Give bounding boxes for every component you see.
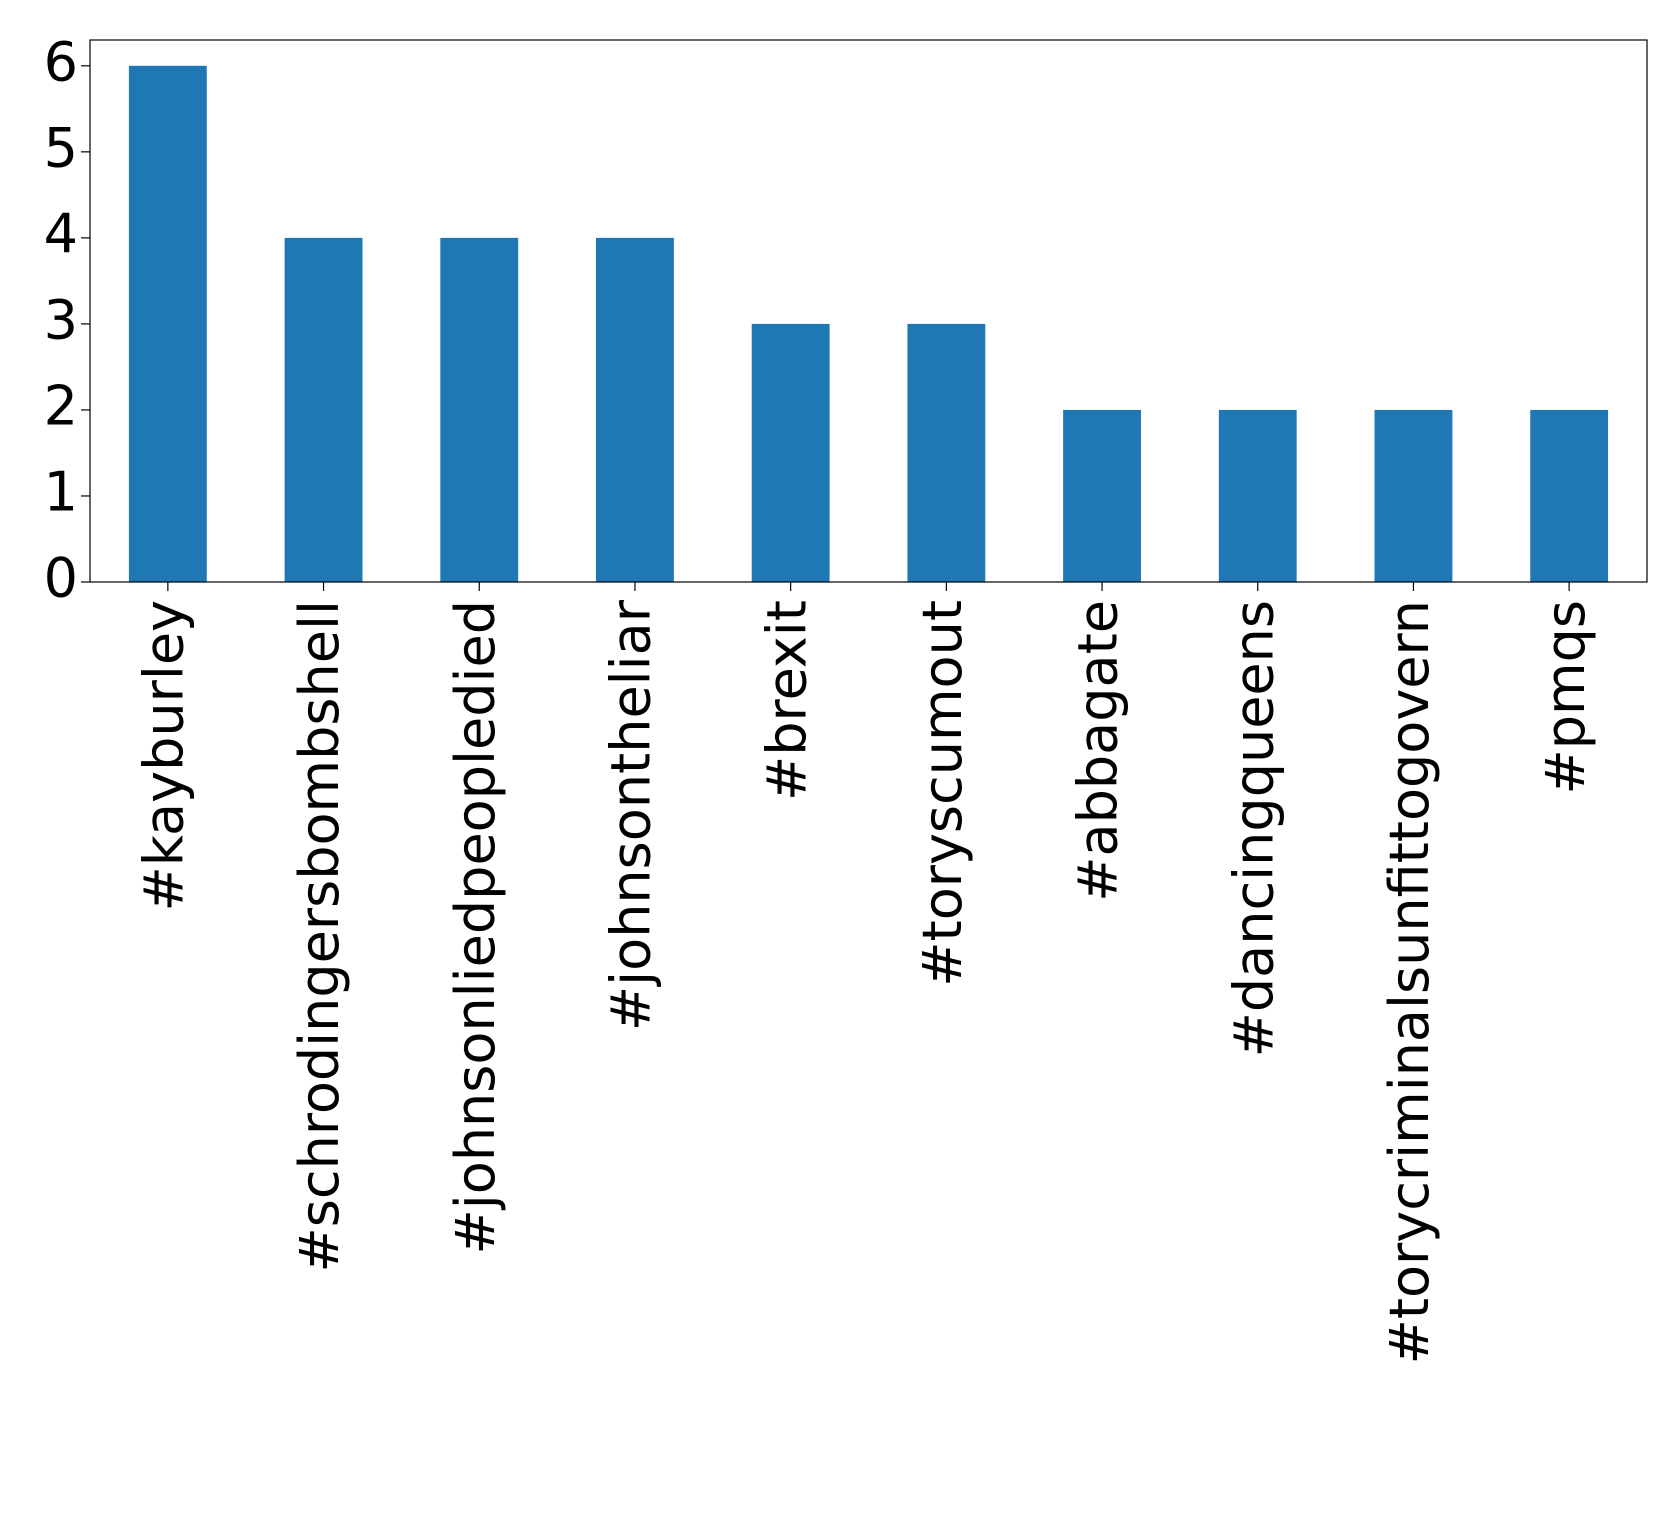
- plot-frame: [89, 39, 1648, 583]
- x-tick-label: #toryscumout: [911, 600, 974, 987]
- bar: [1218, 409, 1297, 582]
- x-tick-label: #abbagate: [1067, 600, 1130, 902]
- y-tick-label: 1: [44, 461, 78, 524]
- x-tick-label: #johnsonliedpeopledied: [444, 600, 507, 1254]
- x-tick-label: #kayburley: [132, 600, 195, 912]
- bar: [284, 237, 363, 582]
- bar: [128, 65, 207, 583]
- bar: [751, 323, 830, 582]
- x-tick-label: #brexit: [755, 600, 818, 801]
- x-tick-label: #schrodingersbombshell: [288, 600, 351, 1272]
- bar: [1374, 409, 1453, 582]
- x-tick-label: #pmqs: [1534, 600, 1597, 795]
- bar: [1063, 409, 1141, 582]
- x-tick-label: #torycriminalsunfittogovern: [1378, 600, 1441, 1364]
- y-tick-label: 2: [44, 375, 78, 438]
- y-tick-label: 3: [44, 289, 78, 352]
- x-tick-label: #johnsontheliar: [600, 599, 663, 1031]
- bar: [440, 237, 519, 582]
- y-tick-label: 0: [44, 547, 78, 610]
- y-tick-label: 4: [44, 203, 78, 266]
- y-tick-label: 6: [44, 30, 78, 93]
- x-tick-label: #dancingqueens: [1222, 600, 1285, 1057]
- bar: [596, 237, 674, 582]
- bar: [907, 323, 986, 582]
- y-tick-label: 5: [44, 116, 78, 179]
- bar: [1530, 409, 1609, 582]
